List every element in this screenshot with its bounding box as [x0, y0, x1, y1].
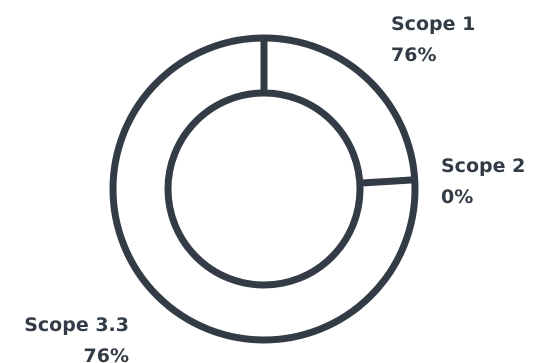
slice-label-scope-1: Scope 1	[391, 13, 475, 35]
slice-value-scope-2: 0%	[441, 186, 473, 208]
slice-value-scope-1: 76%	[391, 44, 436, 66]
slice-dividers	[260, 38, 415, 187]
slice-labels: Scope 1 76% Scope 2 0% Scope 3.3 76%	[24, 13, 525, 363]
slice-label-scope-3-3: Scope 3.3	[24, 314, 129, 336]
slice-divider-2	[359, 176, 415, 187]
inner-ring	[164, 89, 364, 289]
slice-value-scope-3-3: 76%	[84, 345, 129, 363]
donut-rings	[109, 34, 419, 344]
slice-label-scope-2: Scope 2	[441, 155, 525, 177]
